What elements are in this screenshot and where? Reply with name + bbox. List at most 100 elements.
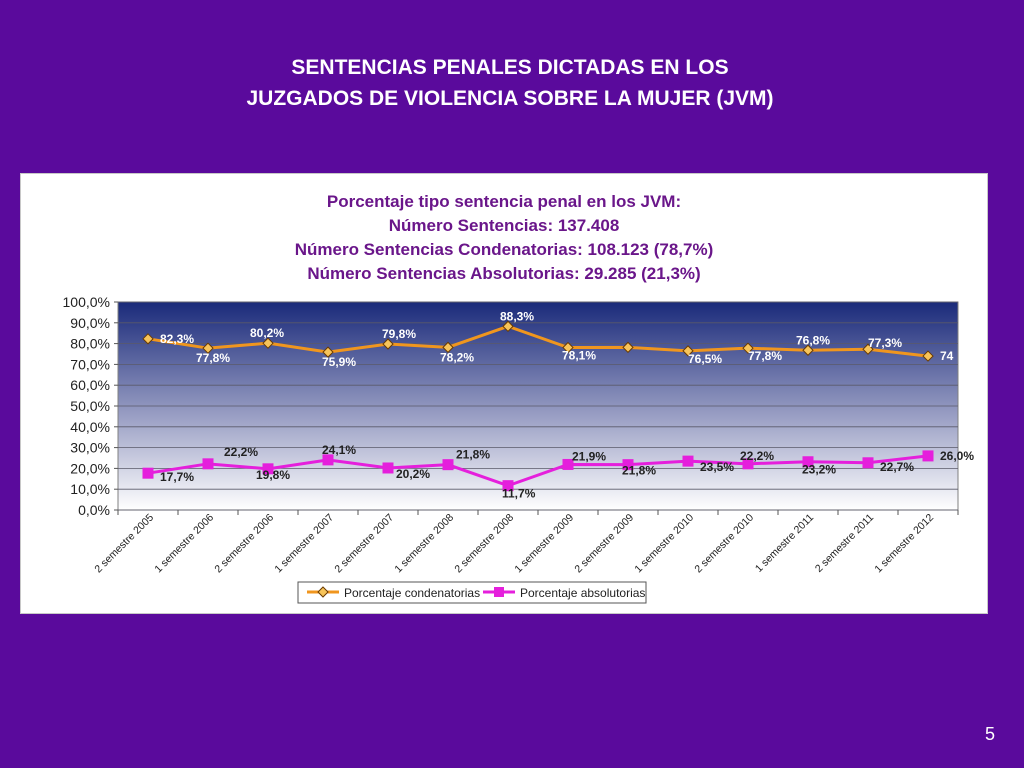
legend-box (297, 581, 647, 604)
y-tick-label: 10,0% (70, 481, 110, 497)
x-tick-label: 1 semestre 2007 (272, 512, 336, 576)
y-tick-label: 40,0% (70, 419, 110, 435)
data-point (322, 454, 334, 466)
data-label: 19,8% (256, 468, 290, 482)
data-label: 77,3% (868, 336, 902, 350)
data-label: 77,8% (748, 349, 782, 363)
slide-title-line-1: SENTENCIAS PENALES DICTADAS EN LOS (291, 56, 729, 79)
x-tick-label: 2 semestre 2007 (332, 512, 396, 576)
x-tick-label: 2 semestre 2011 (813, 512, 876, 575)
x-tick-label: 1 semestre 2010 (632, 512, 696, 576)
legend: Porcentaje condenatorias Porcentaje absol… (297, 581, 647, 604)
data-label: 77,8% (196, 351, 230, 365)
data-point (262, 463, 274, 475)
data-label: 88,3% (500, 309, 534, 323)
slide-title-line-2: JUZGADOS DE VIOLENCIA SOBRE LA MUJER (JV… (246, 87, 774, 110)
data-point (922, 450, 934, 462)
data-point (502, 480, 514, 492)
data-point (862, 343, 874, 355)
data-label: 76,5% (688, 352, 722, 366)
chart-title-line-2: Número Sentencias: 137.408 (388, 216, 620, 235)
x-tick-label: 1 semestre 2011 (753, 512, 816, 575)
legend-label: Porcentaje absolutorias (520, 586, 645, 600)
data-label: 82,3% (160, 332, 194, 346)
data-point (742, 342, 754, 354)
data-point (802, 344, 814, 356)
data-point (862, 457, 874, 469)
x-tick-label: 1 semestre 2006 (152, 512, 216, 576)
chart-title-line-4: Número Sentencias Absolutorias: 29.285 (… (307, 264, 701, 283)
data-label: 21,8% (456, 448, 490, 462)
data-point (622, 459, 634, 471)
data-label: 20,2% (396, 467, 430, 481)
page-number: 5 (985, 724, 996, 744)
data-label: 22,2% (224, 445, 258, 459)
y-tick-label: 30,0% (70, 440, 110, 456)
data-point (202, 458, 214, 470)
data-point (382, 462, 394, 474)
chart-title-line-1: Porcentaje tipo sentencia penal en los J… (326, 192, 682, 211)
data-label: 79,8% (382, 327, 416, 341)
series-condenatorias: 82,3%77,8%80,2%75,9%79,8%78,2%88,3%78,1%… (142, 309, 954, 369)
data-point (142, 333, 154, 345)
y-tick-label: 60,0% (70, 377, 110, 393)
data-label: 26,0% (940, 449, 974, 463)
x-tick-label: 2 semestre 2010 (692, 512, 756, 576)
series-absolutorias: 17,7% 22,2% 19,8% 24,1% 20,2% 21,8% 11,7% 21,9%… (142, 443, 974, 501)
y-tick-label: 0,0% (78, 502, 110, 518)
data-point (502, 320, 514, 333)
series-line (147, 454, 929, 488)
data-label: 78,2% (440, 350, 474, 364)
data-point (262, 337, 274, 349)
series-line (147, 324, 929, 358)
data-label: 76,8% (796, 333, 830, 347)
data-label: 24,1% (322, 443, 356, 457)
y-tick-label: 50,0% (70, 398, 110, 414)
data-label: 23,2% (802, 463, 836, 477)
data-label: 21,9% (572, 449, 606, 463)
data-point (142, 467, 154, 479)
data-label: 75,9% (322, 355, 356, 369)
data-point (682, 455, 694, 467)
data-label: 11,7% (502, 487, 536, 501)
data-point (202, 342, 214, 354)
slide-title: SENTENCIAS PENALES DICTADAS EN LOS JUZGA… (0, 52, 1020, 114)
x-tick-label: 1 semestre 2009 (512, 512, 576, 576)
data-point (622, 341, 634, 354)
legend-marker (494, 587, 504, 597)
data-label: 74 (940, 349, 954, 363)
line-chart: 0,0% 10,0% 20,0% 30,0% 40,0% 50,0% 60,0% 70,0% 8… (63, 294, 974, 604)
x-tick-label: 1 semestre 2008 (392, 512, 456, 576)
data-point (562, 458, 574, 470)
x-tick-label: 1 semestre 2012 (872, 512, 936, 576)
data-label: 80,2% (250, 326, 284, 340)
data-point (562, 341, 574, 354)
x-tick-label: 2 semestre 2005 (92, 512, 156, 576)
data-label: 22,2% (740, 449, 774, 463)
data-label: 17,7% (160, 470, 194, 484)
legend-label: Porcentaje condenatorias (344, 586, 480, 600)
data-point (682, 345, 694, 357)
data-point (322, 346, 334, 358)
y-tick-label: 100,0% (63, 294, 110, 310)
data-point (382, 338, 394, 350)
chart-title: Porcentaje tipo sentencia penal en los J… (21, 190, 987, 286)
legend-marker (317, 586, 329, 598)
data-label: 78,1% (562, 349, 596, 363)
chart-container: Porcentaje tipo sentencia penal en los J… (20, 173, 988, 614)
x-tick-label: 2 semestre 2009 (572, 512, 636, 576)
data-point (922, 350, 934, 362)
x-tick-label: 2 semestre 2006 (212, 512, 276, 576)
data-label: 23,5% (700, 460, 734, 474)
y-tick-label: 90,0% (70, 315, 110, 331)
data-point (442, 459, 454, 471)
data-label: 22,7% (880, 460, 914, 474)
data-point (802, 456, 814, 468)
y-tick-label: 80,0% (70, 336, 110, 352)
chart-title-line-3: Número Sentencias Condenatorias: 108.123… (294, 240, 714, 259)
y-tick-label: 70,0% (70, 356, 110, 372)
x-tick-label: 2 semestre 2008 (452, 512, 516, 576)
y-tick-label: 20,0% (70, 460, 110, 476)
data-point (742, 458, 754, 470)
data-point (442, 341, 454, 354)
